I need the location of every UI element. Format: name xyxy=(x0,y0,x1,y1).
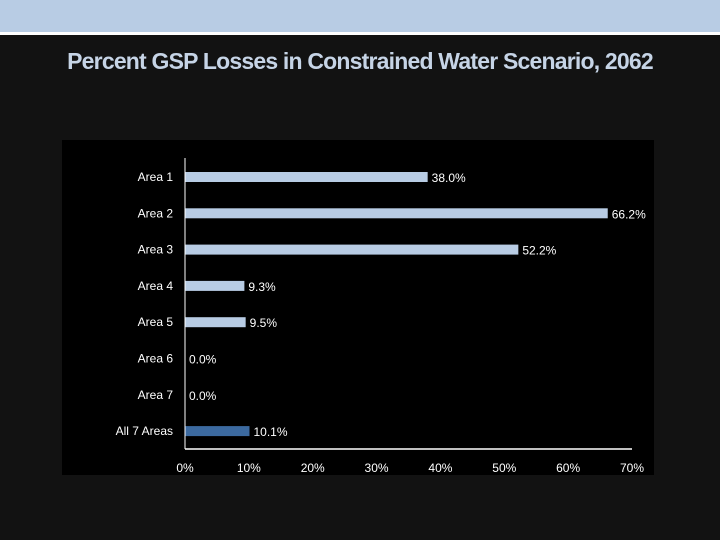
data-label: 9.5% xyxy=(250,316,278,330)
bar xyxy=(185,244,519,255)
category-label: Area 2 xyxy=(138,206,174,220)
x-tick-label: 50% xyxy=(492,461,516,475)
category-label: Area 5 xyxy=(138,315,174,329)
category-label: Area 4 xyxy=(138,279,174,293)
data-label: 10.1% xyxy=(253,425,287,439)
slide-title: Percent GSP Losses in Constrained Water … xyxy=(67,48,654,74)
data-label: 0.0% xyxy=(189,389,217,403)
x-tick-label: 0% xyxy=(176,461,194,475)
bar xyxy=(185,317,246,328)
data-label: 38.0% xyxy=(432,171,466,185)
category-label: Area 7 xyxy=(138,388,174,402)
chart-area xyxy=(62,140,654,475)
data-label: 52.2% xyxy=(522,244,556,258)
x-tick-label: 30% xyxy=(365,461,389,475)
category-label: All 7 Areas xyxy=(116,424,173,438)
bar xyxy=(185,280,245,291)
category-label: Area 6 xyxy=(138,352,174,366)
data-label: 0.0% xyxy=(189,353,217,367)
category-label: Area 1 xyxy=(138,170,174,184)
header-rule xyxy=(0,32,720,35)
bar xyxy=(185,426,250,437)
header-band xyxy=(0,0,720,32)
x-tick-label: 20% xyxy=(301,461,325,475)
category-label: Area 3 xyxy=(138,243,174,257)
data-label: 66.2% xyxy=(612,207,646,221)
bar xyxy=(185,172,428,182)
bar xyxy=(185,208,608,219)
x-tick-label: 70% xyxy=(620,461,644,475)
data-label: 9.3% xyxy=(248,280,276,294)
x-tick-label: 60% xyxy=(556,461,580,475)
x-tick-label: 10% xyxy=(237,461,261,475)
x-tick-label: 40% xyxy=(428,461,452,475)
